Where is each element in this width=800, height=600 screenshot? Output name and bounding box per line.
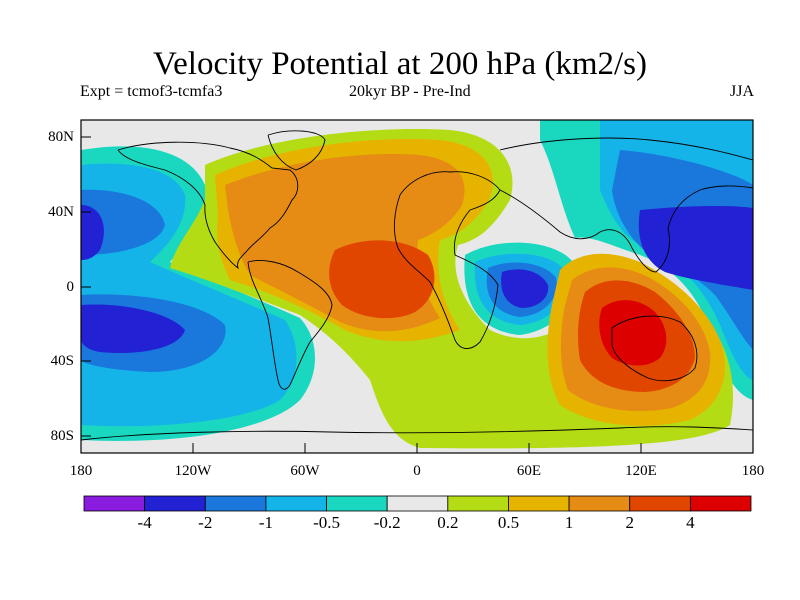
experiment-label: Expt = tcmof3-tcmfa3 bbox=[80, 83, 223, 100]
lon-label-180-east: 180 bbox=[741, 463, 765, 479]
map-title: Velocity Potential at 200 hPa (km2/s) bbox=[152, 46, 648, 82]
colorbar-tick-label: -0.2 bbox=[373, 513, 401, 532]
lon-label-60e: 60E bbox=[516, 463, 542, 479]
colorbar-swatch bbox=[83, 495, 146, 512]
lon-label-120e: 120E bbox=[625, 463, 657, 479]
contour-pos-2-atlantic bbox=[329, 240, 435, 319]
colorbar-swatch bbox=[265, 495, 327, 512]
colorbar-tick-label: 0.5 bbox=[497, 513, 520, 532]
lat-label-80n: 80N bbox=[48, 129, 74, 145]
colorbar-swatch bbox=[508, 495, 570, 512]
contour-field bbox=[81, 120, 753, 453]
lat-label-0: 0 bbox=[66, 279, 75, 295]
contour-neg-2-asia bbox=[638, 205, 753, 290]
colorbar-tick-label: 1 bbox=[564, 513, 574, 532]
colorbar-swatch bbox=[568, 495, 631, 512]
lat-label-40n: 40N bbox=[48, 204, 74, 220]
contour-neg-2-indian bbox=[501, 269, 549, 308]
period-label: 20kyr BP - Pre-Ind bbox=[349, 83, 471, 100]
colorbar-swatch bbox=[204, 495, 267, 512]
colorbar-tick-label: 2 bbox=[625, 513, 634, 532]
lat-label-80s: 80S bbox=[50, 428, 74, 444]
coastlines bbox=[81, 130, 753, 441]
colorbar-tick-label: -1 bbox=[258, 513, 273, 532]
colorbar-tick-label: -4 bbox=[137, 513, 152, 532]
colorbar-tick-label: 4 bbox=[686, 513, 695, 532]
coast-australia bbox=[611, 315, 698, 382]
coast-europe-africa bbox=[393, 171, 501, 349]
colorbar-swatch bbox=[689, 495, 752, 512]
colorbar-swatch bbox=[386, 495, 449, 512]
colorbar-swatch bbox=[326, 495, 388, 512]
coast-north-america bbox=[117, 141, 299, 270]
lon-label-120w: 120W bbox=[174, 463, 212, 479]
colorbar bbox=[83, 495, 752, 512]
colorbar-swatch bbox=[629, 495, 691, 512]
colorbar-tick-label: -2 bbox=[198, 513, 213, 532]
colorbar-swatch bbox=[447, 495, 509, 512]
axis-ticks bbox=[81, 136, 642, 453]
lat-label-40s: 40S bbox=[50, 353, 74, 369]
coast-antarctica bbox=[81, 426, 753, 441]
lon-label-0: 0 bbox=[413, 463, 421, 479]
coast-south-america bbox=[247, 260, 333, 390]
colorbar-tick-label: 0.2 bbox=[437, 513, 459, 532]
coast-greenland bbox=[267, 130, 326, 171]
season-label: JJA bbox=[729, 83, 754, 100]
contour-neg-2-pacific-west bbox=[81, 205, 185, 354]
lon-label-180-west: 180 bbox=[69, 463, 93, 479]
colorbar-swatch bbox=[144, 495, 206, 512]
colorbar-tick-label: -0.5 bbox=[313, 513, 340, 532]
lon-label-60w: 60W bbox=[290, 463, 320, 479]
coast-asia bbox=[499, 137, 753, 273]
